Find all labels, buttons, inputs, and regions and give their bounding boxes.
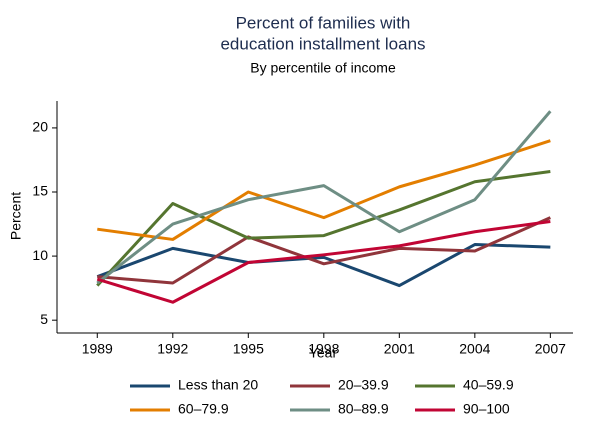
y-tick-label: 5 (40, 311, 48, 327)
series-line (97, 216, 551, 285)
x-tick-label: 1989 (82, 341, 113, 357)
x-tick-label: 1992 (157, 341, 188, 357)
legend-label: 20–39.9 (338, 377, 389, 393)
legend-label: 90–100 (463, 401, 510, 417)
chart-title: education installment loans (220, 34, 425, 53)
y-tick-label: 20 (32, 119, 48, 135)
chart-subtitle: By percentile of income (250, 60, 396, 76)
y-axis-label: Percent (8, 192, 24, 240)
x-tick-label: 2001 (384, 341, 415, 357)
x-axis-label: Year (309, 345, 338, 361)
y-tick-label: 15 (32, 183, 48, 199)
legend-label: 60–79.9 (178, 401, 229, 417)
legend-label: Less than 20 (178, 377, 258, 393)
x-tick-label: 1995 (233, 341, 264, 357)
series-line (96, 170, 551, 287)
x-tick-label: 2004 (459, 341, 490, 357)
series-line (96, 110, 552, 285)
series-line (97, 139, 551, 241)
x-tick-label: 2007 (535, 341, 566, 357)
chart-title: Percent of families with (236, 13, 411, 32)
legend-label: 80–89.9 (338, 401, 389, 417)
series-line (96, 243, 551, 288)
y-tick-label: 10 (32, 247, 48, 263)
legend-label: 40–59.9 (463, 377, 514, 393)
series-line (96, 219, 551, 304)
x-tick-label: 1998 (308, 341, 339, 357)
